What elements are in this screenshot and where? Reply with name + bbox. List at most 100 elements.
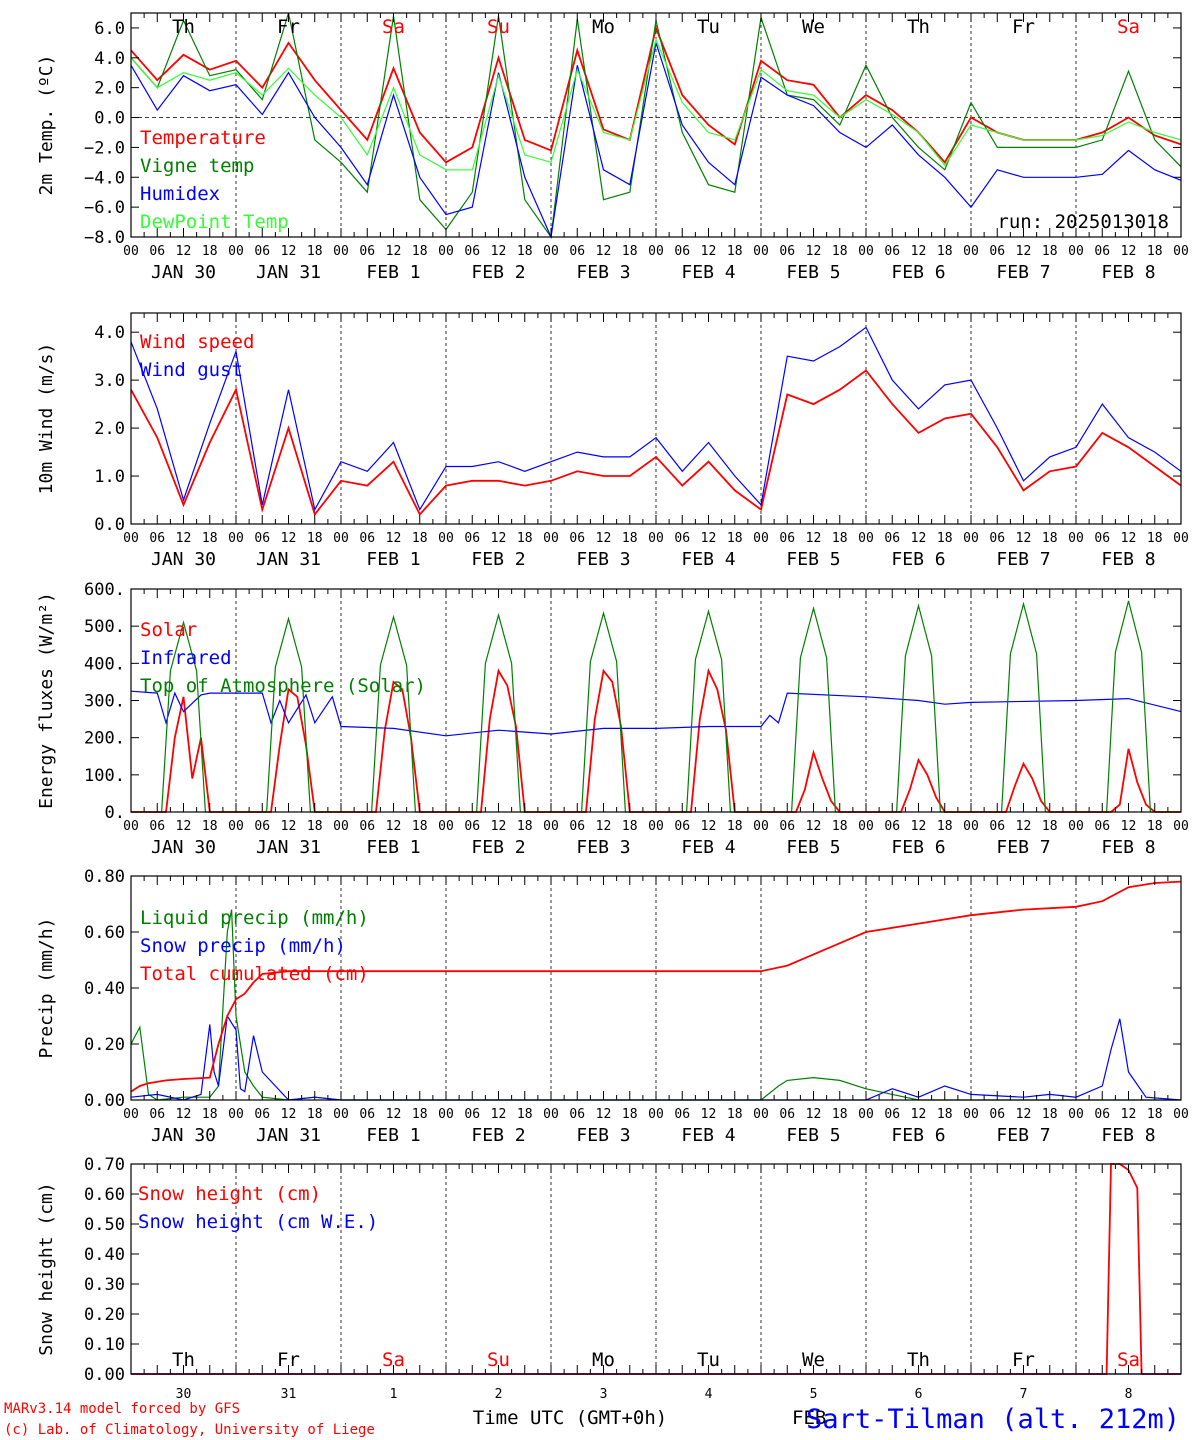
hour-tick-label: 12 bbox=[1121, 1107, 1137, 1122]
y-tick-label: 0.10 bbox=[84, 1335, 125, 1355]
hour-tick-label: 06 bbox=[359, 819, 375, 834]
hour-tick-label: 00 bbox=[1173, 819, 1189, 834]
y-tick-label: −2.0 bbox=[84, 138, 125, 158]
y-tick-label: 2.0 bbox=[94, 79, 125, 99]
plot-frame bbox=[130, 588, 1182, 813]
hour-tick-label: 18 bbox=[202, 531, 218, 546]
date-label: FEB 5 bbox=[786, 837, 840, 858]
hour-tick-label: 18 bbox=[1147, 244, 1163, 259]
weekday-label: Th bbox=[172, 16, 195, 38]
day-number-label: 5 bbox=[810, 1387, 818, 1402]
hour-tick-label: 00 bbox=[333, 531, 349, 546]
hour-tick-label: 06 bbox=[149, 244, 165, 259]
hour-tick-label: 18 bbox=[307, 819, 323, 834]
hour-tick-label: 12 bbox=[1121, 819, 1137, 834]
date-label: FEB 4 bbox=[681, 262, 735, 283]
hour-tick-label: 00 bbox=[858, 1107, 874, 1122]
hour-tick-label: 06 bbox=[149, 531, 165, 546]
day-number-label: 31 bbox=[281, 1387, 297, 1402]
hour-tick-label: 06 bbox=[674, 1107, 690, 1122]
hour-tick-label: 18 bbox=[832, 1107, 848, 1122]
date-label: FEB 4 bbox=[681, 549, 735, 570]
hour-tick-label: 06 bbox=[359, 244, 375, 259]
hour-tick-label: 00 bbox=[543, 819, 559, 834]
day-number-label: 6 bbox=[915, 1387, 923, 1402]
hour-tick-label: 00 bbox=[858, 531, 874, 546]
hour-tick-label: 00 bbox=[648, 819, 664, 834]
hour-tick-label: 00 bbox=[438, 1107, 454, 1122]
hour-tick-label: 18 bbox=[412, 244, 428, 259]
weekday-label: Sa bbox=[1117, 1349, 1140, 1371]
y-axis-label: Snow height (cm) bbox=[36, 1182, 57, 1355]
hour-tick-label: 00 bbox=[438, 531, 454, 546]
y-tick-label: 0.80 bbox=[84, 867, 125, 887]
footer-model-credit: MARv3.14 model forced by GFS bbox=[4, 1401, 240, 1417]
station-label: Sart-Tilman (alt. 212m) bbox=[806, 1404, 1180, 1435]
date-label: FEB 7 bbox=[996, 837, 1050, 858]
day-number-label: 4 bbox=[705, 1387, 713, 1402]
hour-tick-label: 18 bbox=[832, 819, 848, 834]
panel-1: −8.0 −6.0 −4.0 −2.0 0.0 2.0 4.0 6.0 00 06 12 18 00 06… bbox=[36, 12, 1189, 283]
hour-tick-label: 12 bbox=[911, 244, 927, 259]
weekday-label: Sa bbox=[382, 1349, 405, 1371]
weekday-label: Th bbox=[907, 16, 930, 38]
panel-5: 0.00 0.10 0.20 0.30 0.40 0.50 0.60 0.70 30 31 1 2 3 4… bbox=[36, 1155, 1182, 1402]
hour-tick-label: 18 bbox=[202, 244, 218, 259]
legend-entry: Wind speed bbox=[140, 331, 254, 353]
hour-tick-label: 06 bbox=[464, 244, 480, 259]
date-label: JAN 31 bbox=[256, 837, 321, 858]
hour-tick-label: 18 bbox=[307, 531, 323, 546]
hour-tick-label: 00 bbox=[1173, 1107, 1189, 1122]
hour-tick-label: 18 bbox=[307, 1107, 323, 1122]
y-tick-label: 4.0 bbox=[94, 49, 125, 69]
hour-tick-label: 18 bbox=[937, 1107, 953, 1122]
y-tick-label: 500. bbox=[84, 617, 125, 637]
legend-entry: Top of Atmosphere (Solar) bbox=[140, 675, 426, 697]
y-tick-label: 100. bbox=[84, 766, 125, 786]
series-line-temperature bbox=[130, 24, 1182, 164]
hour-tick-label: 00 bbox=[1068, 819, 1084, 834]
hour-tick-label: 18 bbox=[622, 531, 638, 546]
hour-tick-label: 18 bbox=[202, 1107, 218, 1122]
hour-tick-label: 12 bbox=[491, 531, 507, 546]
hour-tick-label: 12 bbox=[701, 531, 717, 546]
y-tick-label: −6.0 bbox=[84, 198, 125, 218]
hour-tick-label: 12 bbox=[281, 244, 297, 259]
date-label: FEB 8 bbox=[1101, 837, 1155, 858]
hour-tick-label: 12 bbox=[176, 1107, 192, 1122]
hour-tick-label: 06 bbox=[359, 1107, 375, 1122]
hour-tick-label: 18 bbox=[1147, 1107, 1163, 1122]
weekday-label: We bbox=[802, 16, 825, 38]
hour-tick-label: 06 bbox=[779, 819, 795, 834]
hour-tick-label: 12 bbox=[281, 819, 297, 834]
weekday-label: We bbox=[802, 1349, 825, 1371]
hour-tick-label: 18 bbox=[727, 1107, 743, 1122]
hour-tick-label: 18 bbox=[727, 531, 743, 546]
hour-tick-label: 12 bbox=[1016, 531, 1032, 546]
weekday-label: Mo bbox=[592, 16, 615, 38]
date-label: FEB 3 bbox=[576, 262, 630, 283]
hour-tick-label: 00 bbox=[438, 244, 454, 259]
hour-tick-label: 12 bbox=[281, 1107, 297, 1122]
hour-tick-label: 12 bbox=[491, 244, 507, 259]
weekday-label: Su bbox=[487, 1349, 510, 1371]
y-tick-label: 4.0 bbox=[94, 323, 125, 343]
legend-entry: DewPoint Temp bbox=[140, 211, 289, 233]
y-tick-label: 400. bbox=[84, 654, 125, 674]
hour-tick-label: 06 bbox=[779, 244, 795, 259]
hour-tick-label: 06 bbox=[779, 1107, 795, 1122]
weekday-label: Su bbox=[487, 16, 510, 38]
y-tick-label: 0.60 bbox=[84, 1185, 125, 1205]
weekday-label: Fr bbox=[1012, 1349, 1035, 1371]
hour-tick-label: 18 bbox=[1042, 531, 1058, 546]
hour-tick-label: 12 bbox=[911, 819, 927, 834]
hour-tick-label: 00 bbox=[543, 531, 559, 546]
day-number-label: 2 bbox=[495, 1387, 503, 1402]
footer-overlap-label: FEB bbox=[792, 1407, 826, 1429]
series-line-total-cumulated-cm- bbox=[130, 880, 1182, 1093]
hour-tick-label: 06 bbox=[884, 1107, 900, 1122]
date-label: JAN 31 bbox=[256, 549, 321, 570]
hour-tick-label: 18 bbox=[517, 819, 533, 834]
time-axis-label: Time UTC (GMT+0h) bbox=[473, 1407, 667, 1429]
hour-tick-label: 06 bbox=[674, 819, 690, 834]
